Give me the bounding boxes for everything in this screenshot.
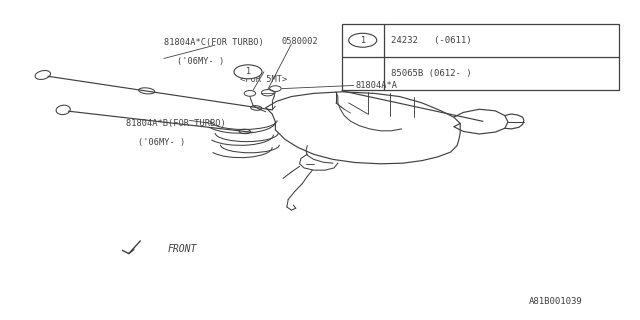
Text: 1: 1 [360,36,365,45]
Circle shape [349,33,377,47]
Text: ('06MY- ): ('06MY- ) [138,138,186,147]
Text: 1: 1 [245,67,251,76]
Text: 81804A*C(FOR TURBO): 81804A*C(FOR TURBO) [164,38,264,47]
Text: FRONT: FRONT [167,244,196,254]
Text: <FOR 5MT>: <FOR 5MT> [241,75,287,84]
Text: 0580002: 0580002 [282,36,319,45]
Text: 24232   (-0611): 24232 (-0611) [392,36,472,45]
Text: 81804A*B(FOR TURBO): 81804A*B(FOR TURBO) [125,119,225,128]
Circle shape [234,65,262,79]
Text: 81804A*A: 81804A*A [355,81,397,90]
Text: 85065B (0612- ): 85065B (0612- ) [392,69,472,78]
Text: A81B001039: A81B001039 [529,297,582,306]
Bar [342,24,620,90]
Text: ('06MY- ): ('06MY- ) [177,57,224,66]
